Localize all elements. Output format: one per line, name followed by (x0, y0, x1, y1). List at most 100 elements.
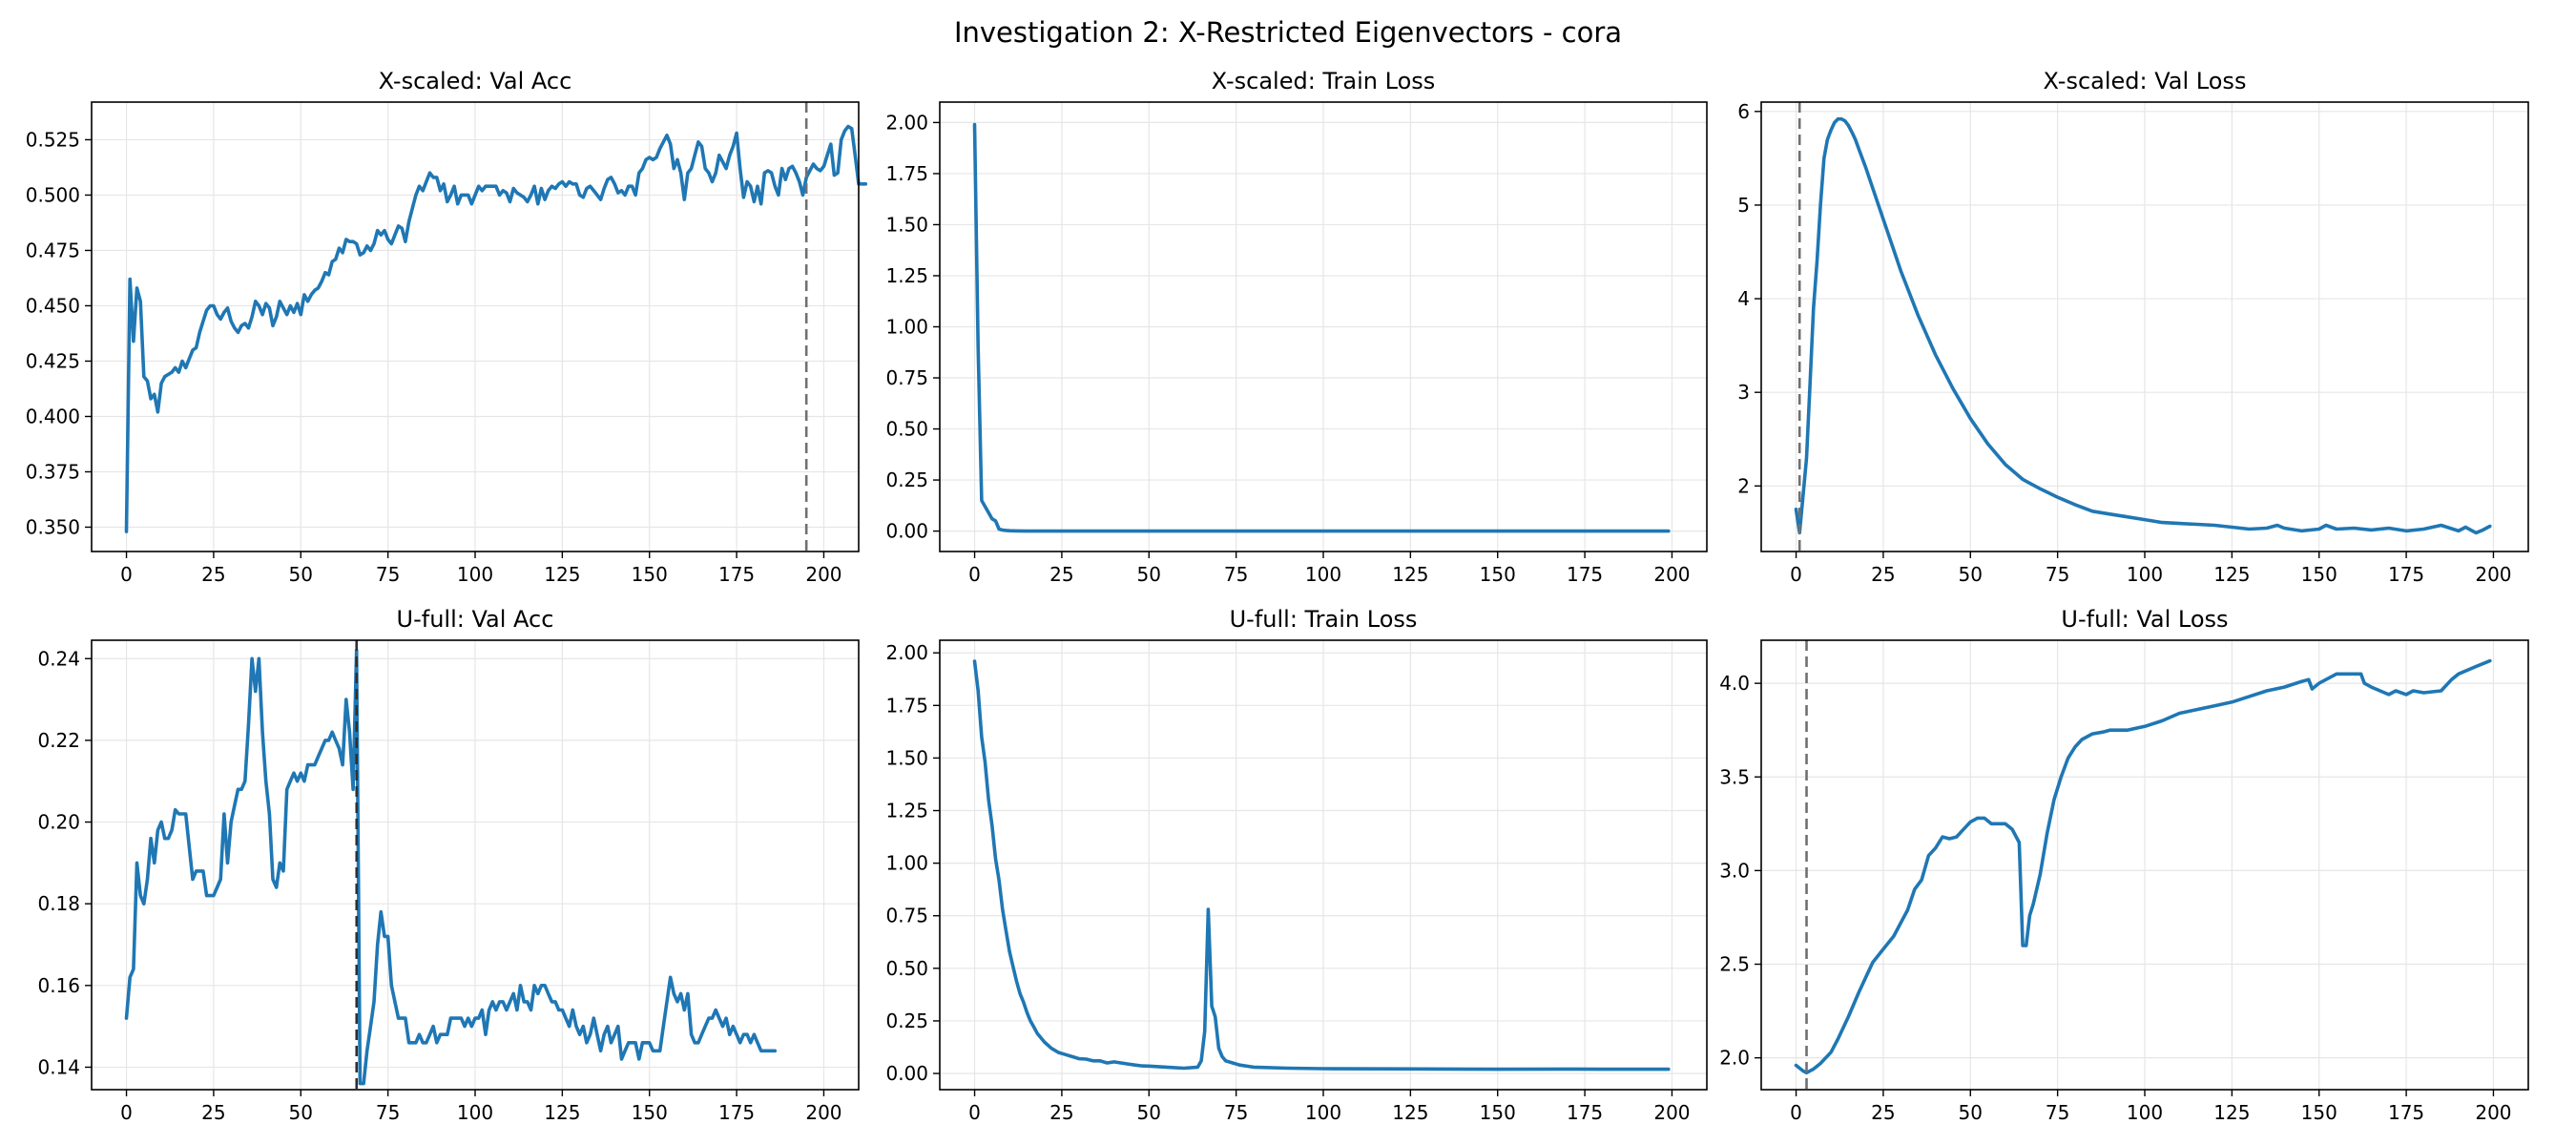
y-tick-label: 0.500 (26, 183, 80, 206)
subplots-grid: 0 25 50 75 100 125 150 175 2000.3500.3750.4000.4… (26, 68, 2529, 1124)
x-tick-label: 125 (544, 563, 580, 586)
subplot-6: 0 25 50 75 100 125 150 175 200 2.0 2.5 3.0 3.5 4.0 U-f… (1719, 606, 2529, 1124)
subplot-title: U-full: Val Acc (397, 606, 554, 633)
y-tick-label: 2.0 (1719, 1047, 1750, 1070)
x-tick-label: 150 (1480, 563, 1516, 586)
x-tick-label: 50 (1137, 1101, 1161, 1124)
series-line (972, 122, 1671, 533)
y-tick-label: 1.50 (885, 213, 928, 236)
figure-title: Investigation 2: X-Restricted Eigenvecto… (954, 16, 1622, 49)
series-line (124, 124, 868, 533)
y-tick-label: 4 (1737, 287, 1750, 310)
x-tick-label: 150 (2301, 563, 2337, 586)
y-tick-label: 0.25 (885, 468, 928, 491)
x-tick-label: 150 (632, 1101, 668, 1124)
y-tick-label: 0.24 (37, 647, 80, 670)
subplot-1: 0 25 50 75 100 125 150 175 200 0.350 0.375 0.400 0.4… (26, 68, 868, 586)
y-tick-label: 0.375 (26, 460, 80, 483)
y-tick-label: 0.25 (885, 1010, 928, 1032)
series-line (1794, 116, 2492, 535)
subplot-title: U-full: Train Loss (1230, 606, 1418, 633)
x-tick-label: 75 (1224, 563, 1248, 586)
x-tick-label: 200 (1653, 563, 1690, 586)
y-tick-label: 0.450 (26, 294, 80, 317)
x-tick-label: 50 (1959, 1101, 1983, 1124)
x-tick-label: 25 (1049, 563, 1073, 586)
series-line (972, 659, 1671, 1072)
y-tick-label: 6 (1737, 100, 1750, 123)
y-tick-label: 0.14 (37, 1055, 80, 1078)
x-tick-label: 125 (544, 1101, 580, 1124)
x-tick-label: 75 (2046, 563, 2069, 586)
y-tick-label: 1.25 (885, 264, 928, 287)
x-tick-label: 100 (457, 1101, 493, 1124)
subplot-3: 0 25 50 75 100 125 150 175 200 2 3 4 5 6 X-scaled: Val… (1737, 68, 2529, 586)
y-tick-label: 0.425 (26, 349, 80, 372)
x-tick-label: 125 (2213, 1101, 2250, 1124)
x-tick-label: 100 (2127, 563, 2163, 586)
subplot-title: X-scaled: Val Acc (379, 68, 572, 94)
series-line (124, 648, 778, 1086)
x-tick-label: 75 (1224, 1101, 1248, 1124)
y-tick-label: 0.50 (885, 957, 928, 980)
y-tick-label: 1.75 (885, 162, 928, 185)
x-tick-label: 200 (1653, 1101, 1690, 1124)
subplot-4: 0 25 50 75 100 125 150 175 200 0.14 0.16 0.18 0.20 0.… (37, 606, 860, 1124)
y-tick-label: 1.00 (885, 852, 928, 875)
x-tick-label: 175 (2388, 1101, 2424, 1124)
x-tick-label: 0 (120, 1101, 133, 1124)
y-tick-label: 5 (1737, 194, 1750, 217)
x-tick-label: 75 (2046, 1101, 2069, 1124)
y-tick-label: 0.16 (37, 974, 80, 997)
y-tick-label: 0.400 (26, 405, 80, 427)
x-tick-label: 175 (2388, 563, 2424, 586)
x-tick-label: 200 (2475, 563, 2511, 586)
x-tick-label: 125 (2213, 563, 2250, 586)
x-tick-label: 75 (376, 563, 400, 586)
x-tick-label: 100 (1305, 1101, 1341, 1124)
y-tick-label: 2 (1737, 474, 1750, 497)
x-tick-label: 0 (968, 563, 981, 586)
x-tick-label: 100 (457, 563, 493, 586)
y-tick-label: 0.525 (26, 128, 80, 151)
subplot-title: U-full: Val Loss (2061, 606, 2228, 633)
x-tick-label: 25 (201, 1101, 225, 1124)
x-tick-label: 50 (1959, 563, 1983, 586)
y-tick-label: 0.20 (37, 811, 80, 834)
series-line (1794, 658, 2492, 1075)
y-tick-label: 0.22 (37, 729, 80, 752)
y-tick-label: 0.75 (885, 366, 928, 389)
x-tick-label: 25 (1871, 563, 1895, 586)
x-tick-label: 200 (805, 563, 841, 586)
y-tick-label: 4.0 (1719, 672, 1750, 695)
y-tick-label: 3 (1737, 381, 1750, 404)
y-tick-label: 2.5 (1719, 953, 1750, 976)
x-tick-label: 75 (376, 1101, 400, 1124)
x-tick-label: 125 (1392, 563, 1428, 586)
y-tick-label: 1.00 (885, 316, 928, 339)
x-tick-label: 50 (289, 563, 313, 586)
x-tick-label: 175 (718, 563, 755, 586)
y-tick-label: 1.75 (885, 694, 928, 717)
y-tick-label: 0.18 (37, 892, 80, 915)
x-tick-label: 150 (1480, 1101, 1516, 1124)
y-tick-label: 3.5 (1719, 765, 1750, 788)
x-tick-label: 0 (968, 1101, 981, 1124)
y-tick-label: 1.50 (885, 746, 928, 769)
y-tick-label: 2.00 (885, 111, 928, 134)
subplot-title: X-scaled: Train Loss (1212, 68, 1436, 94)
subplot-2: 0 25 50 75 100 125 150 175 200 0.00 0.25 0.50 0.75 1.… (885, 68, 1708, 586)
y-tick-label: 2.00 (885, 641, 928, 664)
subplot-5: 0 25 50 75 100 125 150 175 200 0.00 0.25 0.50 0.75 1.… (885, 606, 1708, 1124)
x-tick-label: 50 (1137, 563, 1161, 586)
x-tick-label: 0 (1790, 1101, 1802, 1124)
x-tick-label: 150 (632, 563, 668, 586)
y-tick-label: 0.75 (885, 905, 928, 927)
y-tick-label: 0.00 (885, 520, 928, 543)
x-tick-label: 175 (1567, 563, 1603, 586)
y-tick-label: 3.0 (1719, 859, 1750, 882)
x-tick-label: 175 (718, 1101, 755, 1124)
x-tick-label: 125 (1392, 1101, 1428, 1124)
